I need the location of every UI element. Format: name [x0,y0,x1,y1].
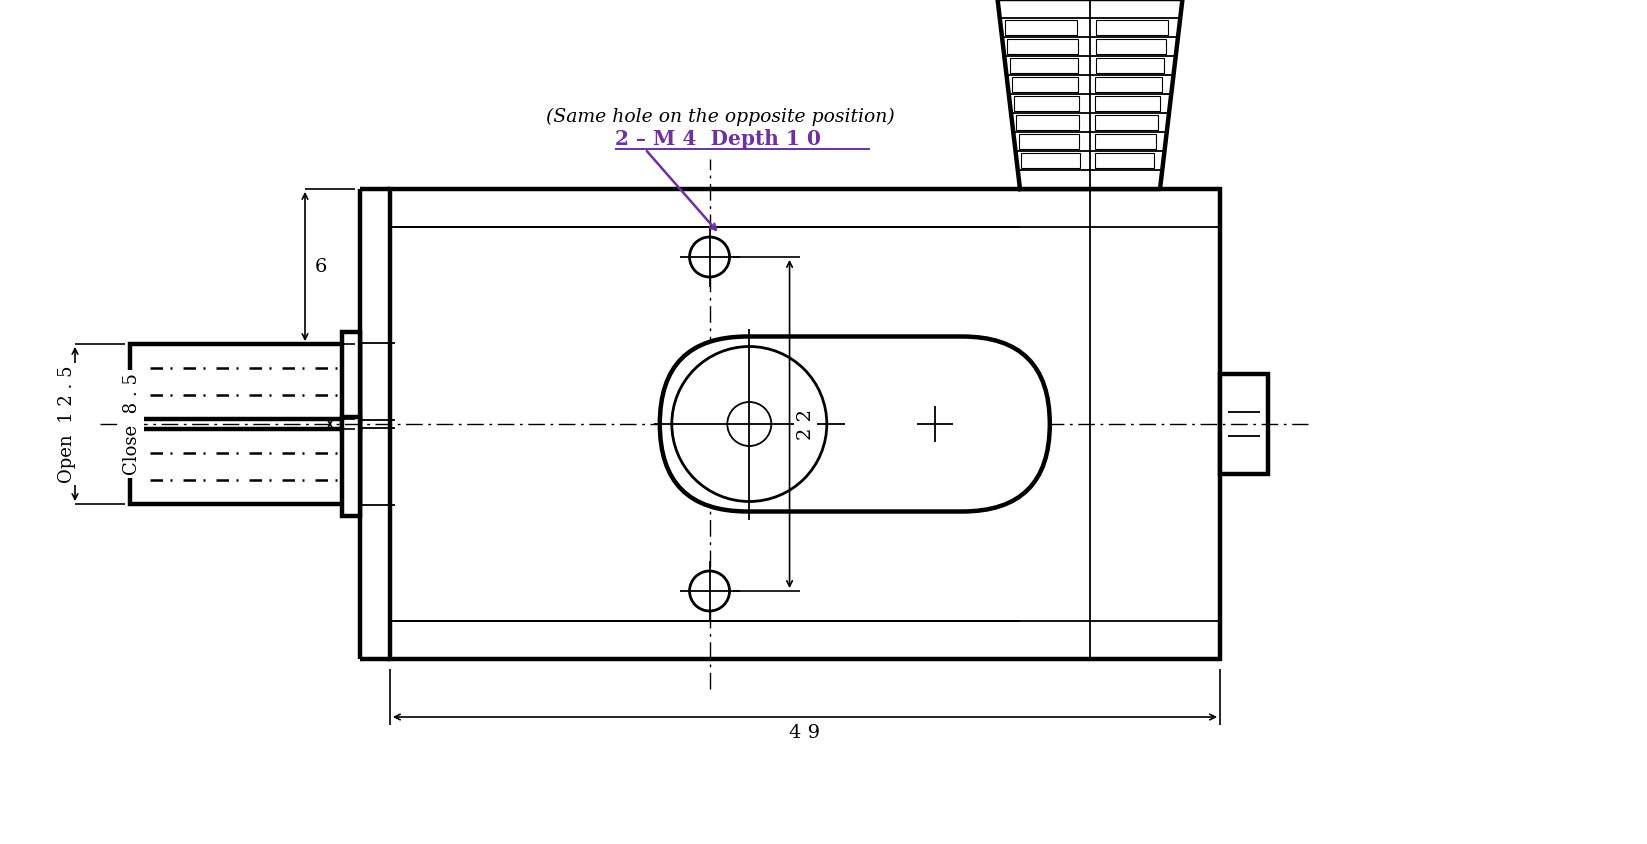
Bar [1008,39,1077,54]
Circle shape [672,347,827,501]
Text: (Same hole on the opposite position): (Same hole on the opposite position) [547,108,894,126]
Bar [1018,134,1079,149]
Bar [343,332,361,431]
Bar [1015,96,1079,111]
Text: 2 – M 4  Depth 1 0: 2 – M 4 Depth 1 0 [614,129,820,149]
Bar [1010,58,1077,73]
FancyBboxPatch shape [660,337,1049,511]
Bar [1095,115,1158,130]
Polygon shape [998,0,1183,189]
Bar [1095,58,1164,73]
Text: 6: 6 [315,257,328,275]
Bar [1095,39,1166,54]
Bar [130,429,361,504]
Text: 4 9: 4 9 [789,724,820,742]
Bar [130,344,361,419]
Bar [1021,153,1080,168]
Circle shape [690,571,730,611]
Text: Close  8 . 5: Close 8 . 5 [124,373,142,475]
Text: Open  1 2 . 5: Open 1 2 . 5 [58,365,76,483]
Circle shape [728,402,771,446]
Bar [1220,374,1268,474]
Bar [1005,20,1077,35]
Bar [1095,134,1156,149]
Bar [1016,115,1079,130]
Bar [1095,20,1168,35]
Bar [1095,96,1159,111]
Bar [390,189,1220,659]
Bar [343,417,361,516]
Text: 2 2: 2 2 [797,408,815,440]
Bar [1095,153,1153,168]
Bar [1011,77,1079,92]
Circle shape [690,237,730,277]
Bar [1095,77,1163,92]
